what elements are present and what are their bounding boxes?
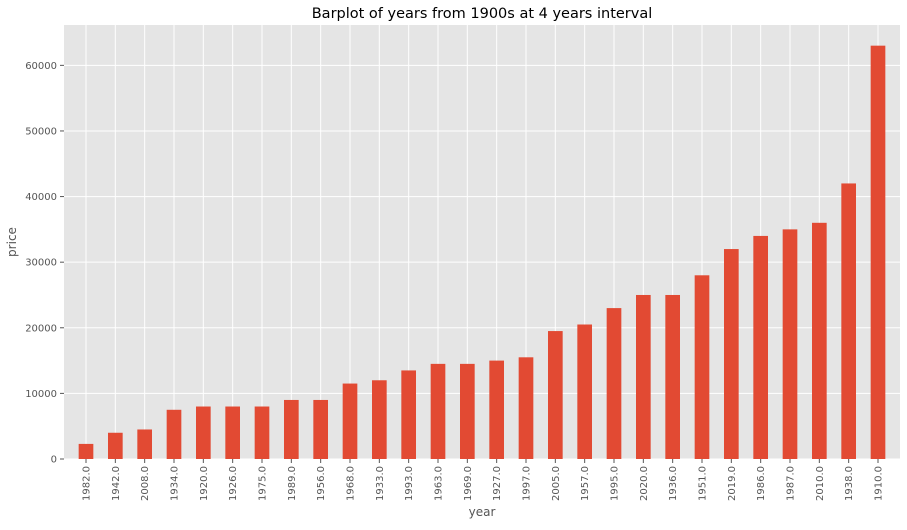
x-tick-label: 1987.0 xyxy=(786,466,797,501)
x-tick-label: 1982.0 xyxy=(82,466,93,501)
bar-1910.0 xyxy=(870,45,886,460)
bar-1951.0 xyxy=(694,275,710,459)
x-tick-label: 1938.0 xyxy=(844,466,855,501)
chart-title: Barplot of years from 1900s at 4 years i… xyxy=(312,6,653,22)
bar-2010.0 xyxy=(812,222,827,459)
x-tick-label: 2005.0 xyxy=(551,466,562,501)
bar-1969.0 xyxy=(460,363,475,459)
bar-1987.0 xyxy=(782,229,798,459)
y-tick-label: 20000 xyxy=(25,323,57,334)
bar-2020.0 xyxy=(636,294,651,459)
y-tick-label: 60000 xyxy=(25,61,57,72)
bar-1926.0 xyxy=(225,406,240,459)
y-tick-label: 10000 xyxy=(25,389,57,400)
bar-1927.0 xyxy=(489,360,504,459)
bar-1986.0 xyxy=(753,235,768,459)
bar-1920.0 xyxy=(196,406,211,459)
y-tick-label: 40000 xyxy=(25,192,57,203)
bar-1989.0 xyxy=(284,399,299,459)
y-tick-label: 30000 xyxy=(25,258,57,269)
bar-2019.0 xyxy=(724,249,739,459)
bar-2008.0 xyxy=(137,429,152,459)
x-tick-label: 1963.0 xyxy=(434,466,445,501)
bar-1942.0 xyxy=(108,432,123,459)
bar-1982.0 xyxy=(78,443,94,459)
x-tick-label: 1989.0 xyxy=(287,466,298,501)
x-tick-label: 1951.0 xyxy=(698,466,709,501)
bar-2005.0 xyxy=(548,331,563,459)
x-tick-label: 1934.0 xyxy=(170,466,181,501)
x-tick-label: 1957.0 xyxy=(580,466,591,501)
bar-1963.0 xyxy=(430,363,446,459)
y-tick-label: 0 xyxy=(51,455,57,466)
bar-1993.0 xyxy=(401,370,416,459)
x-tick-label: 1997.0 xyxy=(522,466,533,501)
bar-1956.0 xyxy=(313,399,328,459)
x-tick-label: 1968.0 xyxy=(346,466,357,501)
bar-1936.0 xyxy=(665,294,680,459)
x-tick-label: 1933.0 xyxy=(375,466,386,501)
x-tick-label: 1975.0 xyxy=(258,466,269,501)
x-tick-label: 1995.0 xyxy=(610,466,621,501)
plot-background xyxy=(64,25,900,459)
x-tick-label: 1920.0 xyxy=(199,466,210,501)
bar-1933.0 xyxy=(372,380,387,459)
x-tick-label: 2010.0 xyxy=(815,466,826,501)
bar-1975.0 xyxy=(254,406,270,459)
x-tick-label: 1956.0 xyxy=(316,466,327,501)
x-tick-label: 2019.0 xyxy=(727,466,738,501)
x-tick-label: 1927.0 xyxy=(492,466,503,501)
x-tick-label: 1986.0 xyxy=(756,466,767,501)
x-tick-label: 2020.0 xyxy=(639,466,650,501)
x-tick-label: 2008.0 xyxy=(140,466,151,501)
bar-1995.0 xyxy=(606,308,622,459)
y-axis-label: price xyxy=(5,227,19,257)
y-tick-label: 50000 xyxy=(25,126,57,137)
x-axis-label: year xyxy=(469,505,496,519)
y-tick-labels: 0 10000 20000 30000 40000 50000 60000 xyxy=(25,61,64,466)
x-tick-labels: 1982.0 1942.0 2008.0 1934.0 1920.0 1926.0 1975… xyxy=(82,459,885,501)
x-tick-label: 1993.0 xyxy=(404,466,415,501)
bar-1968.0 xyxy=(342,383,358,459)
bar-1997.0 xyxy=(518,357,534,459)
x-tick-label: 1926.0 xyxy=(228,466,239,501)
bar-1938.0 xyxy=(841,183,856,459)
x-tick-label: 1910.0 xyxy=(874,466,885,501)
bar-1957.0 xyxy=(577,324,592,459)
bars xyxy=(78,45,886,460)
x-tick-label: 1969.0 xyxy=(463,466,474,501)
x-tick-label: 1942.0 xyxy=(111,466,122,501)
x-tick-label: 1936.0 xyxy=(668,466,679,501)
bar-1934.0 xyxy=(166,409,182,459)
